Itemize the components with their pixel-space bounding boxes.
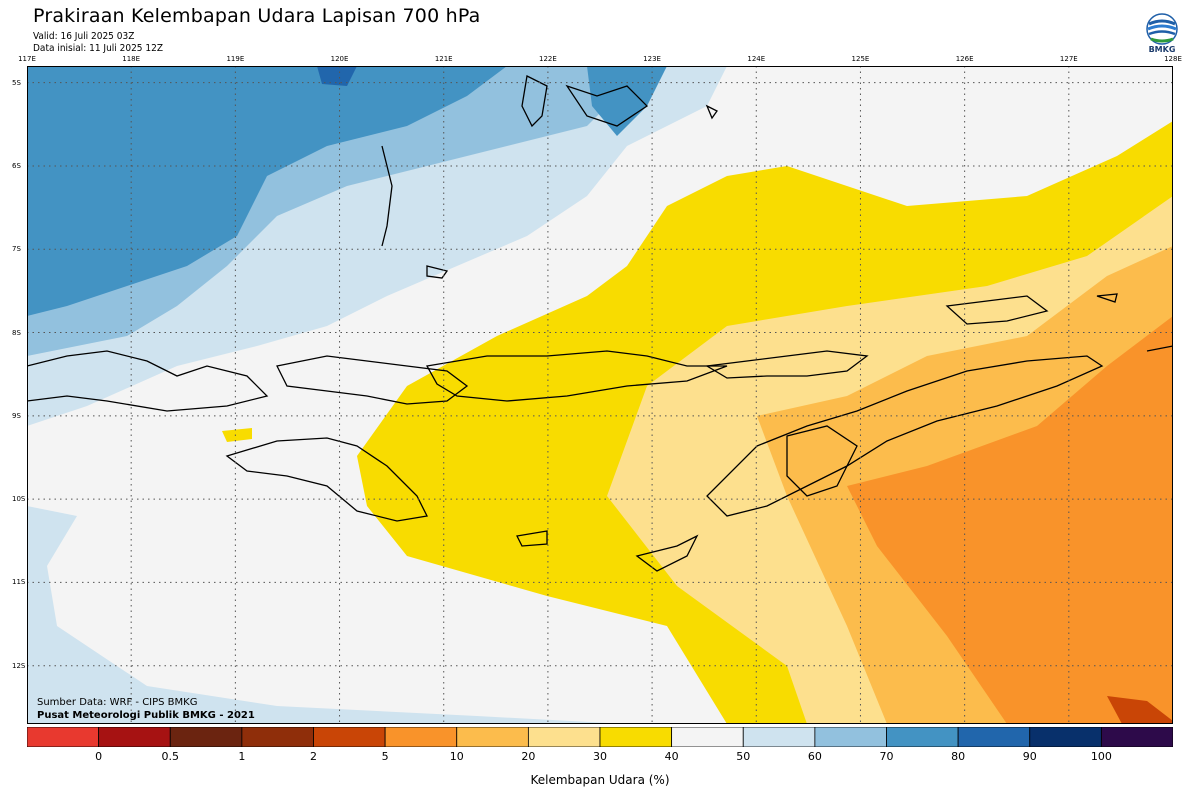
colorbar-segment bbox=[814, 727, 887, 747]
lat-lon-grid bbox=[27, 66, 1173, 724]
lat-label-10s: 10S bbox=[12, 495, 26, 504]
lon-label-124e: 124E bbox=[747, 55, 766, 63]
field-30-40-small bbox=[222, 428, 252, 442]
colorbar-tick-label: 90 bbox=[1022, 750, 1037, 763]
lon-label-126e: 126E bbox=[955, 55, 974, 63]
lon-label-123e: 123E bbox=[643, 55, 661, 63]
data-source: Sumber Data: WRF - CIPS BMKG bbox=[37, 697, 198, 708]
humidity-map bbox=[27, 66, 1173, 724]
colorbar-tick-label: 2 bbox=[310, 750, 317, 763]
colorbar-segment bbox=[456, 727, 529, 747]
lat-label-5s: 5S bbox=[12, 78, 21, 87]
lat-label-12s: 12S bbox=[12, 661, 26, 670]
colorbar-tick-label: 50 bbox=[736, 750, 751, 763]
colorbar-segment bbox=[1029, 727, 1102, 747]
lat-label-7s: 7S bbox=[12, 245, 21, 254]
bmkg-logo-icon bbox=[1146, 13, 1178, 45]
colorbar-segment bbox=[1100, 727, 1173, 747]
colorbar-tick-label: 40 bbox=[664, 750, 679, 763]
colorbar-segment bbox=[957, 727, 1031, 747]
colorbar-segment bbox=[527, 727, 601, 747]
lat-label-8s: 8S bbox=[12, 328, 21, 337]
lon-label-117e: 117E bbox=[18, 55, 36, 63]
colorbar-segment bbox=[599, 727, 673, 747]
lon-label-120e: 120E bbox=[330, 55, 349, 63]
field-80-90-east bbox=[587, 66, 667, 136]
colorbar-tick-label: 10 bbox=[449, 750, 464, 763]
colorbar-segment bbox=[98, 727, 171, 747]
colorbar-segment bbox=[671, 727, 744, 747]
field-80-90 bbox=[27, 66, 507, 316]
field-60-70-southwest bbox=[27, 506, 627, 724]
field-90-100 bbox=[317, 66, 357, 86]
colorbar-tick-label: 80 bbox=[951, 750, 966, 763]
colorbar-segment bbox=[384, 727, 458, 747]
organization: Pusat Meteorologi Publik BMKG - 2021 bbox=[37, 710, 255, 721]
lon-label-125e: 125E bbox=[851, 55, 870, 63]
coastlines bbox=[27, 75, 1173, 572]
colorbar-tick-label: 1 bbox=[238, 750, 246, 763]
colorbar-segment bbox=[313, 727, 386, 747]
colorbar-segment bbox=[742, 727, 816, 747]
colorbar-segment bbox=[241, 727, 314, 747]
field-5-10 bbox=[847, 316, 1173, 724]
field-2-5 bbox=[1107, 696, 1173, 724]
colorbar-segment bbox=[886, 727, 959, 747]
colorbar-tick-label: 0 bbox=[95, 750, 103, 763]
lon-label-122e: 122E bbox=[539, 55, 557, 63]
lat-label-9s: 9S bbox=[12, 411, 21, 420]
colorbar-tick-label: 100 bbox=[1090, 750, 1112, 763]
map-title: Prakiraan Kelembapan Udara Lapisan 700 h… bbox=[33, 5, 481, 27]
colorbar-tick-label: 70 bbox=[879, 750, 894, 763]
lon-label-118e: 118E bbox=[122, 55, 141, 63]
colorbar-tick-label: 0.5 bbox=[161, 750, 180, 763]
colorbar-segment bbox=[169, 727, 243, 747]
bmkg-logo-text: BMKG bbox=[1148, 45, 1176, 54]
lat-label-11s: 11S bbox=[12, 578, 26, 587]
colorbar-label: Kelembapan Udara (%) bbox=[530, 773, 670, 787]
colorbar-tick-label: 30 bbox=[593, 750, 607, 763]
colorbar-segment bbox=[27, 727, 100, 747]
colorbar-tick-label: 60 bbox=[807, 750, 822, 763]
lon-label-127e: 127E bbox=[1059, 55, 1078, 63]
lon-label-121e: 121E bbox=[434, 55, 453, 63]
valid-time: Valid: 16 Juli 2025 03Z bbox=[33, 31, 135, 42]
lat-label-6s: 6S bbox=[12, 161, 21, 170]
initial-data-time: Data inisial: 11 Juli 2025 12Z bbox=[33, 43, 163, 54]
colorbar bbox=[27, 727, 1173, 747]
colorbar-tick-label: 5 bbox=[381, 750, 389, 763]
lon-label-119e: 119E bbox=[226, 55, 245, 63]
colorbar-tick-label: 20 bbox=[521, 750, 536, 763]
lon-label-128e: 128E bbox=[1164, 55, 1182, 63]
